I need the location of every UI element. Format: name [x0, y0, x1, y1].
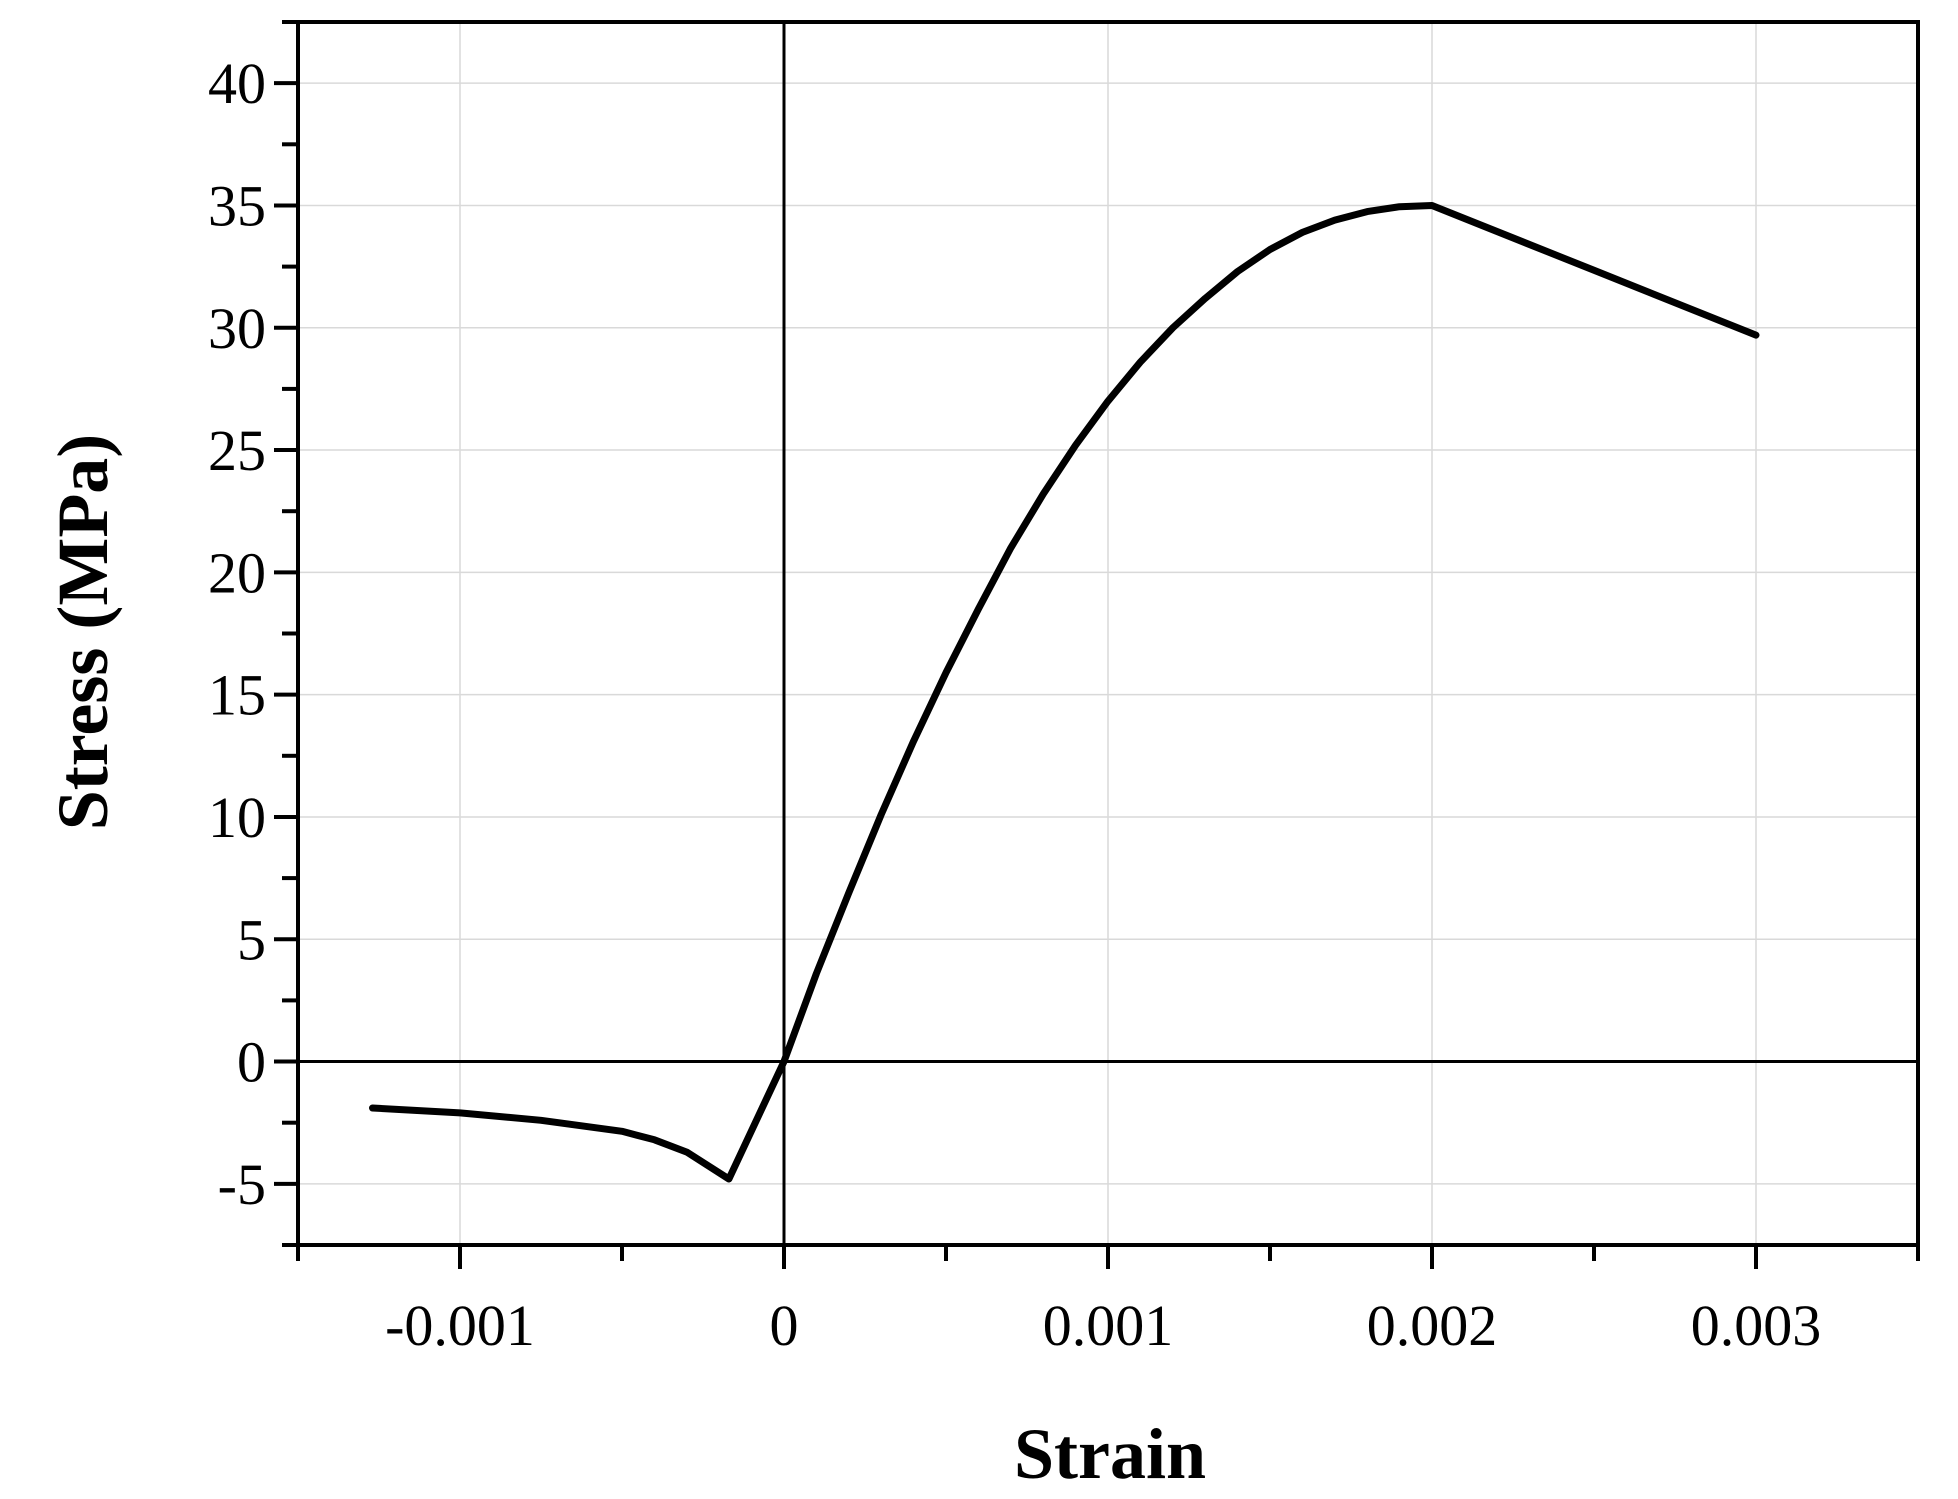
x-tick-label: 0	[770, 1293, 799, 1358]
x-tick-label: 0.003	[1691, 1293, 1822, 1358]
y-tick-label: 30	[208, 296, 266, 361]
y-tick-label: 40	[208, 51, 266, 116]
y-tick-label: 10	[208, 785, 266, 850]
y-tick-label: 5	[237, 907, 266, 972]
y-tick-label: 25	[208, 418, 266, 483]
y-axis-ticks: -5 0 5 10 15 20 25 30 35 40	[208, 20, 298, 1247]
y-tick-label: -5	[218, 1152, 266, 1217]
zero-axis-lines	[298, 22, 1918, 1245]
x-tick-label: 0.002	[1367, 1293, 1498, 1358]
y-tick-label: 15	[208, 663, 266, 728]
y-tick-label: 20	[208, 540, 266, 605]
y-tick-label: 0	[237, 1030, 266, 1095]
x-axis-title: Strain	[1014, 1414, 1206, 1494]
x-tick-label: -0.001	[385, 1293, 535, 1358]
series-layer	[369, 202, 1760, 1183]
y-tick-label: 35	[208, 173, 266, 238]
x-tick-label: 0.001	[1043, 1293, 1174, 1358]
y-axis-title: Stress (MPa)	[43, 434, 123, 831]
grid-lines	[298, 22, 1918, 1245]
x-axis-ticks: -0.001 0 0.001 0.002 0.003	[296, 1245, 1920, 1358]
stress-strain-series-line	[369, 202, 1760, 1183]
